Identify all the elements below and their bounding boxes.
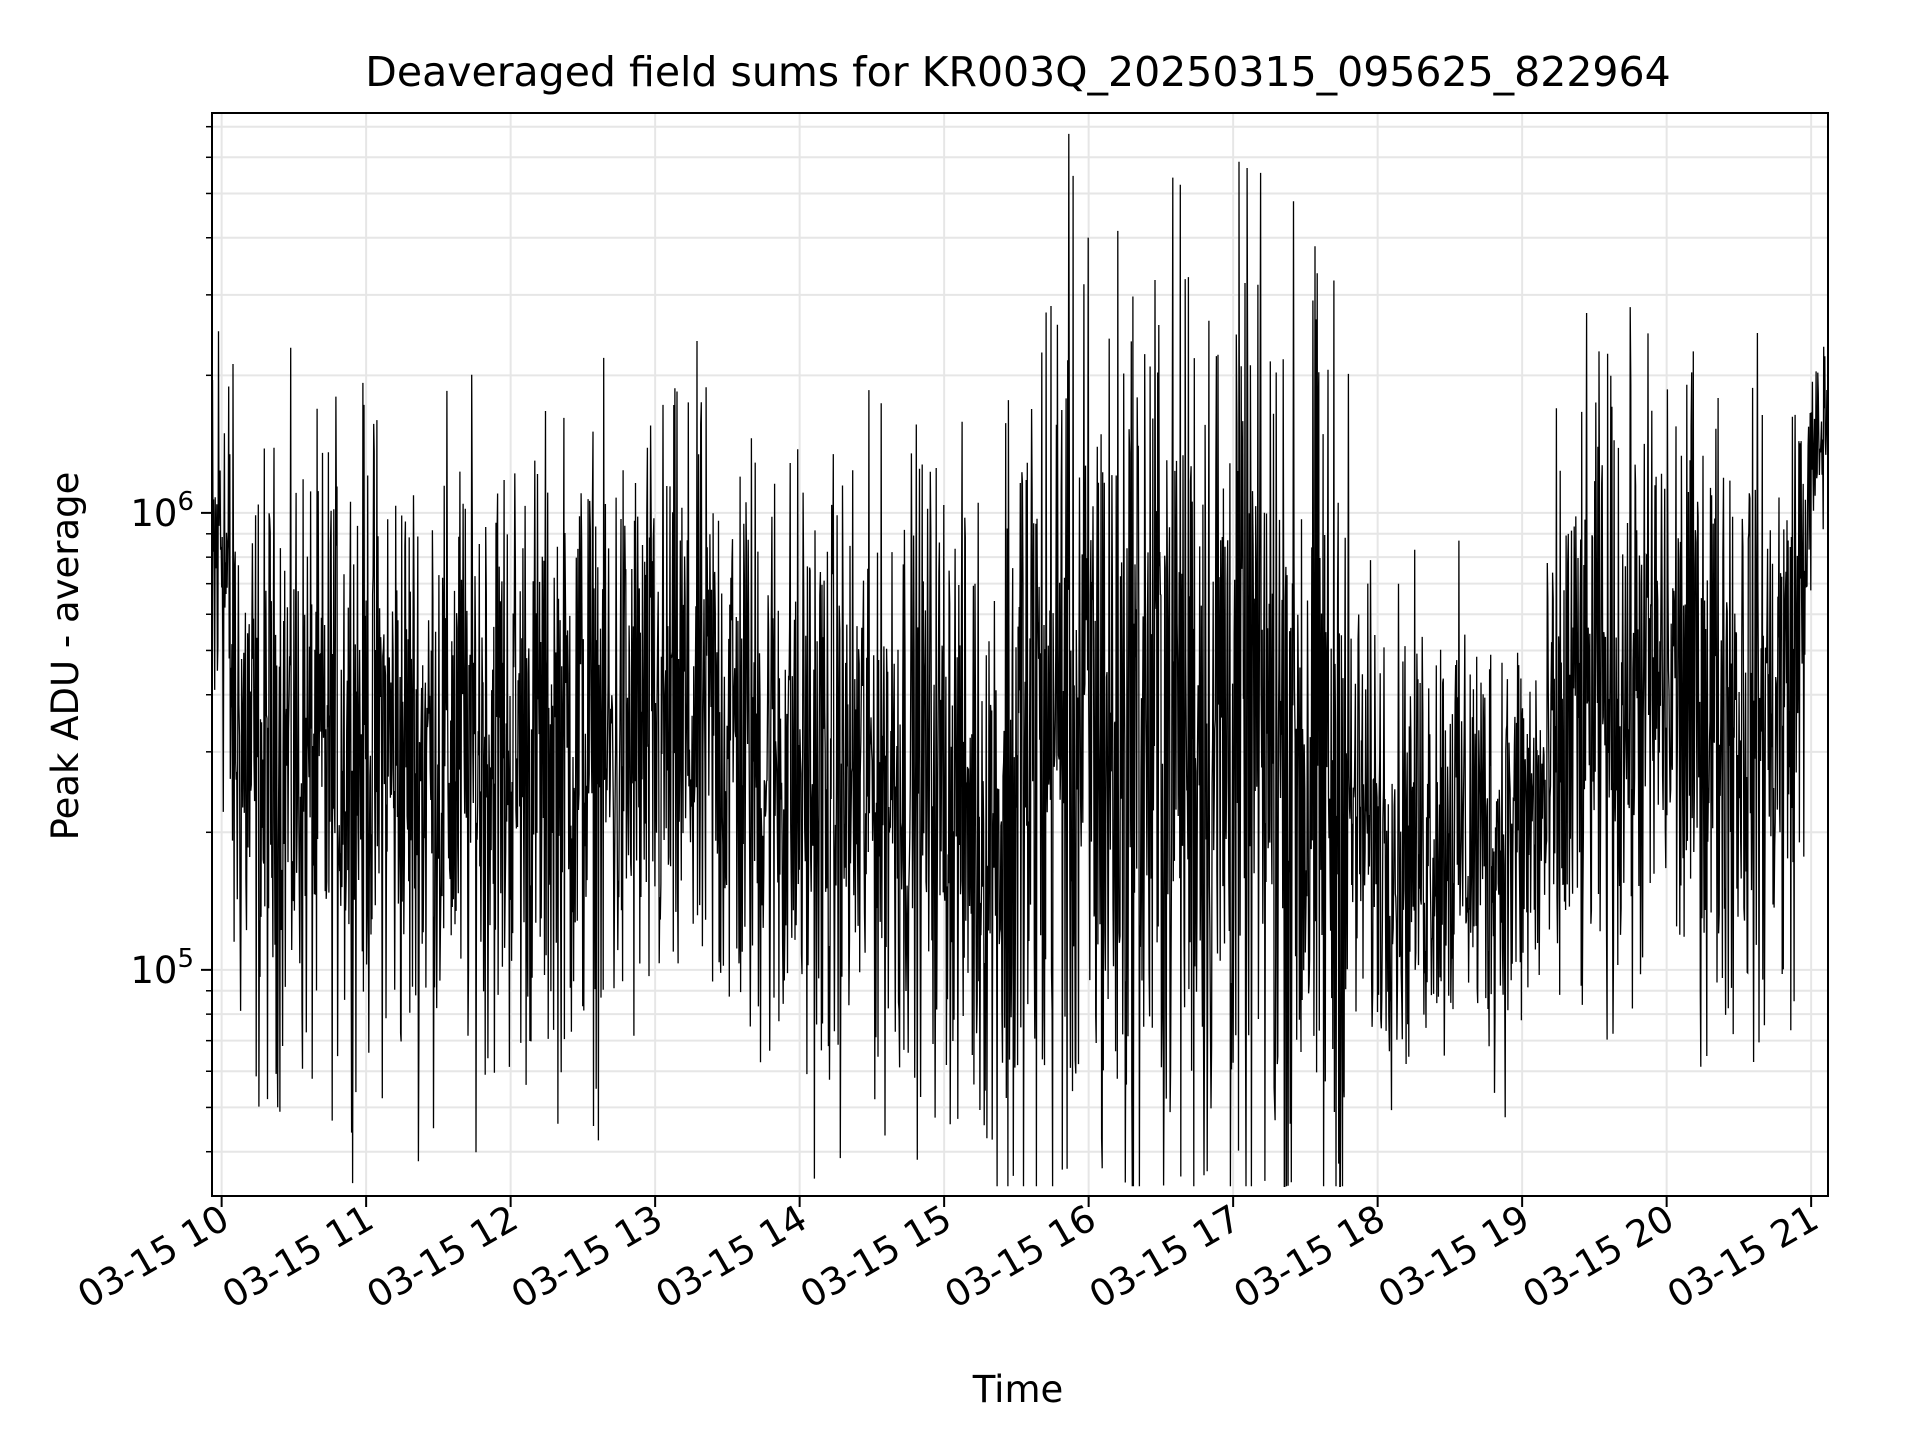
y-tick-exponent: 5 [177,944,194,974]
y-tick-base: 10 [130,492,177,535]
series-line [211,133,1829,1187]
series-layer [211,133,1829,1187]
y-tick-base: 10 [130,949,177,992]
y-tick-label: 105 [130,944,194,992]
chart-title: Deaveraged field sums for KR003Q_2025031… [365,48,1670,96]
y-tick-label: 106 [130,487,194,535]
plot-frame [211,112,1829,1197]
x-axis-label: Time [972,1368,1064,1411]
y-axis-label: Peak ADU - average [44,472,87,841]
y-tick-exponent: 6 [177,487,194,517]
